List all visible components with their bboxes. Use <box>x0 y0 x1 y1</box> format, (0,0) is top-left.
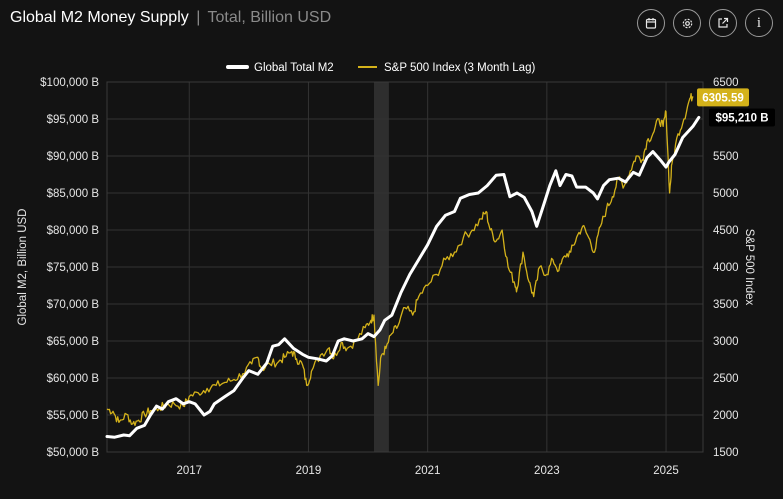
m2-last-value-badge <box>709 108 775 127</box>
x-axis-tick-label: 2025 <box>653 465 679 477</box>
gear-icon <box>682 18 692 28</box>
chart-toolbar: i <box>637 9 773 37</box>
sp500-last-value-label: 6305.59 <box>702 92 744 104</box>
open-external-button[interactable] <box>709 9 737 37</box>
y-axis-tick-label: $100,000 B <box>40 77 99 89</box>
title-separator: | <box>196 9 201 26</box>
external-link-icon <box>718 17 729 28</box>
legend-label-m2: Global Total M2 <box>254 62 334 74</box>
calendar-button[interactable] <box>637 9 665 37</box>
y-axis-tick-label: $70,000 B <box>47 299 100 311</box>
legend-label-sp500: S&P 500 Index (3 Month Lag) <box>384 62 535 74</box>
plot-frame <box>106 81 704 453</box>
y-axis-tick-label: $90,000 B <box>47 151 100 163</box>
x-axis-tick-label: 2023 <box>534 465 560 477</box>
info-button[interactable]: i <box>745 9 773 37</box>
y2-axis-label: S&P 500 Index <box>743 229 755 306</box>
y2-axis-tick-label: 5500 <box>713 151 739 163</box>
y2-axis-tick-label: 2000 <box>713 410 739 422</box>
settings-button[interactable] <box>673 9 701 37</box>
y2-axis-tick-label: 5000 <box>713 188 739 200</box>
y-axis-tick-label: $65,000 B <box>47 336 100 348</box>
y-axis-tick-label: $50,000 B <box>47 447 100 459</box>
sp500-series-line <box>106 92 694 427</box>
y2-axis-tick-label: 4500 <box>713 225 739 237</box>
y-axis-label: Global M2, Billion USD <box>17 209 29 326</box>
y-axis-tick-label: $85,000 B <box>47 188 100 200</box>
y-axis-tick-label: $75,000 B <box>47 262 100 274</box>
y2-axis-tick-label: 2500 <box>713 373 739 385</box>
x-axis-tick-label: 2021 <box>415 465 441 477</box>
chart-header: Global M2 Money Supply | Total, Billion … <box>10 9 331 27</box>
x-axis-tick-label: 2019 <box>296 465 322 477</box>
x-axis-tick-label: 2017 <box>176 465 202 477</box>
y-axis-tick-label: $95,000 B <box>47 114 100 126</box>
y-axis-tick-label: $60,000 B <box>47 373 100 385</box>
y2-axis-tick-label: 3500 <box>713 299 739 311</box>
chart-subtitle: Total, Billion USD <box>207 9 332 26</box>
m2-last-value-label: $95,210 B <box>715 112 768 124</box>
y-axis-tick-label: $80,000 B <box>47 225 100 237</box>
y-axis-tick-label: $55,000 B <box>47 410 100 422</box>
y2-axis-tick-label: 1500 <box>713 447 739 459</box>
y2-axis-tick-label: 6500 <box>713 77 739 89</box>
chart-title: Global M2 Money Supply <box>10 9 189 26</box>
calendar-icon <box>645 18 657 29</box>
y2-axis-tick-label: 4000 <box>713 262 739 274</box>
info-icon: i <box>756 14 762 31</box>
y2-axis-tick-label: 3000 <box>713 336 739 348</box>
sp500-last-value-badge <box>697 88 749 107</box>
m2-series-line <box>105 115 701 439</box>
